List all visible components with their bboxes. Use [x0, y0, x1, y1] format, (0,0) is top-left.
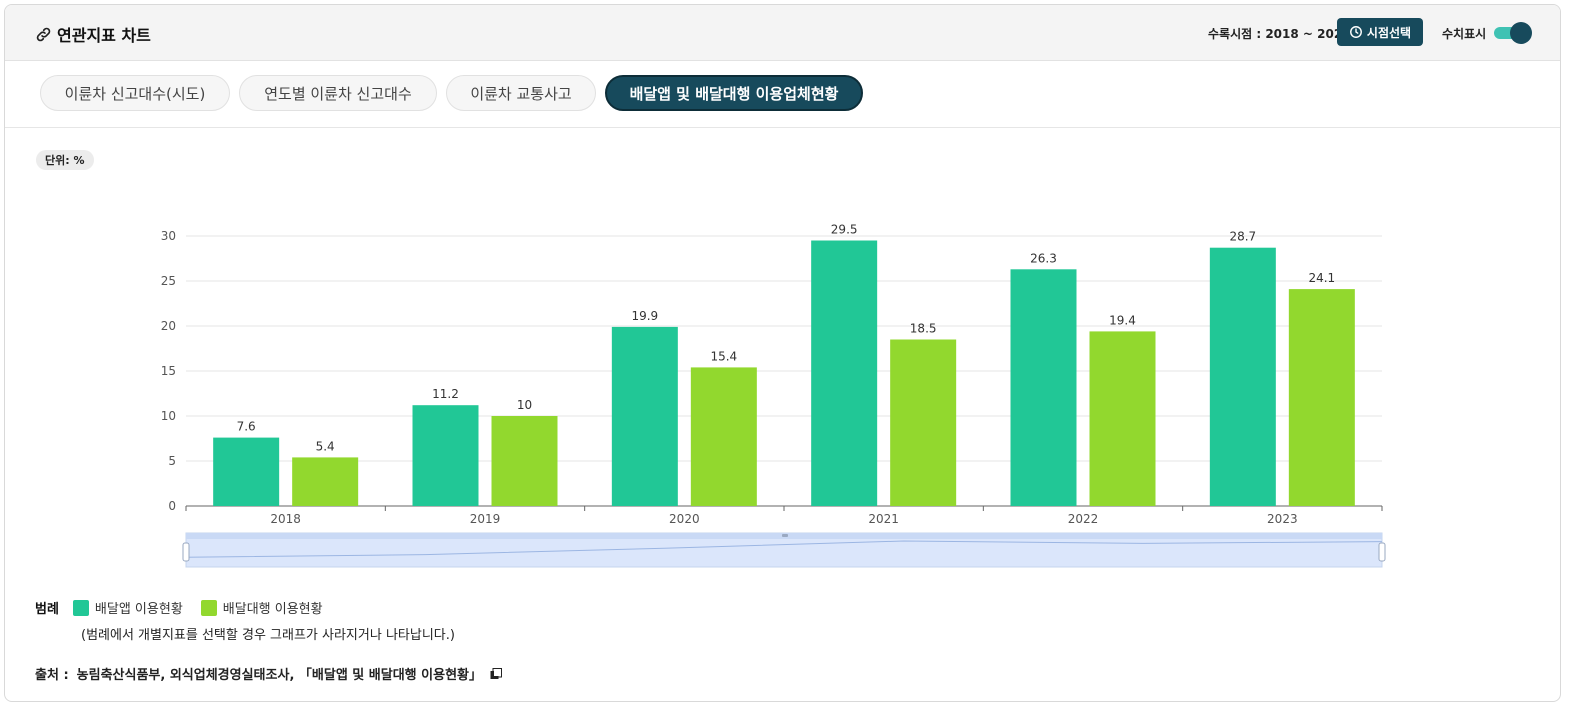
tab-motorcycle-registrations-region[interactable]: 이륜차 신고대수(시도) [40, 75, 230, 111]
data-label: 7.6 [237, 420, 256, 434]
unit-badge: 단위: % [36, 150, 94, 170]
source-label: 출처 : [35, 668, 69, 683]
bar-delivery-app[interactable] [611, 326, 678, 506]
bar-delivery-app[interactable] [1209, 247, 1276, 506]
legend-swatch-delivery-agency [200, 599, 217, 616]
link-icon [36, 27, 51, 41]
data-label: 18.5 [910, 322, 937, 336]
zoom-handle-left[interactable] [182, 542, 190, 562]
legend-label-delivery-agency: 배달대행 이용현황 [222, 602, 323, 617]
indicator-tabs: 이륜차 신고대수(시도) 연도별 이륜차 신고대수 이륜차 교통사고 배달앱 및… [5, 61, 1560, 128]
legend-item-delivery-agency[interactable]: 배달대행 이용현황 [200, 598, 323, 617]
data-label: 24.1 [1308, 271, 1335, 285]
y-tick-label: 5 [168, 454, 176, 468]
legend-item-delivery-app[interactable]: 배달앱 이용현황 [72, 598, 183, 617]
y-tick-label: 10 [161, 409, 176, 423]
data-label: 10 [517, 398, 532, 412]
period-label: 수록시점 : 2018 ~ 2023 [1208, 27, 1351, 41]
x-tick-label: 2019 [470, 512, 501, 526]
zoom-preview-line [185, 540, 1383, 558]
zoom-drag-handle[interactable] [782, 534, 788, 537]
value-display-toggle[interactable] [1494, 22, 1532, 44]
data-label: 28.7 [1229, 230, 1256, 244]
tab-delivery-app-usage[interactable]: 배달앱 및 배달대행 이용업체현황 [605, 75, 863, 111]
toggle-knob [1510, 22, 1532, 44]
data-label: 26.3 [1030, 251, 1057, 265]
data-label: 5.4 [316, 439, 335, 453]
bar-delivery-app[interactable] [1010, 269, 1077, 506]
y-tick-label: 15 [161, 364, 176, 378]
y-tick-label: 20 [161, 319, 176, 333]
x-tick-label: 2023 [1267, 512, 1298, 526]
data-label: 29.5 [831, 223, 858, 237]
bar-delivery-app[interactable] [213, 437, 280, 506]
panel-title: 연관지표 차트 [57, 26, 151, 45]
tab-motorcycle-registrations-yearly[interactable]: 연도별 이륜차 신고대수 [239, 75, 437, 111]
legend-swatch-delivery-app [72, 599, 89, 616]
y-tick-label: 0 [168, 499, 176, 513]
period-select-button[interactable]: 시점선택 [1337, 18, 1423, 46]
x-tick-label: 2020 [669, 512, 700, 526]
zoom-handle-right[interactable] [1378, 542, 1386, 562]
data-label: 15.4 [710, 349, 737, 363]
period-select-label: 시점선택 [1366, 25, 1412, 40]
tab-motorcycle-accidents[interactable]: 이륜차 교통사고 [446, 75, 596, 111]
bar-delivery-agency[interactable] [491, 416, 558, 506]
bar-delivery-agency[interactable] [292, 457, 359, 506]
legend-label-delivery-app: 배달앱 이용현황 [94, 602, 183, 617]
legend-note: (범례에서 개별지표를 선택할 경우 그래프가 사라지거나 나타납니다.) [81, 628, 455, 643]
x-tick-label: 2022 [1068, 512, 1099, 526]
x-tick-label: 2021 [868, 512, 899, 526]
bar-delivery-app[interactable] [412, 405, 479, 506]
y-tick-label: 30 [161, 229, 176, 243]
legend-title: 범례 [35, 602, 59, 617]
bar-delivery-agency[interactable] [690, 367, 757, 506]
panel-header: 연관지표 차트 수록시점 : 2018 ~ 2023 시점선택 수치표시 [5, 5, 1560, 61]
source-text: 농림축산식품부, 외식업체경영실태조사, 「배달앱 및 배달대행 이용현황」 [76, 668, 483, 683]
value-display-label: 수치표시 [1442, 27, 1487, 41]
title-wrap: 연관지표 차트 [35, 22, 151, 46]
y-tick-label: 25 [161, 274, 176, 288]
bar-delivery-agency[interactable] [1089, 331, 1156, 506]
bar-delivery-agency[interactable] [1288, 289, 1355, 506]
source-row: 출처 : 농림축산식품부, 외식업체경영실태조사, 「배달앱 및 배달대행 이용… [35, 664, 503, 683]
bar-delivery-agency[interactable] [890, 339, 957, 507]
data-label: 19.4 [1109, 313, 1136, 327]
x-tick-label: 2018 [270, 512, 301, 526]
bar-delivery-app[interactable] [811, 240, 878, 507]
legend: 범례 배달앱 이용현황 배달대행 이용현황 [35, 598, 341, 617]
external-link-icon[interactable] [490, 667, 503, 680]
data-label: 19.9 [631, 309, 658, 323]
clock-icon [1349, 26, 1362, 38]
data-label: 11.2 [432, 387, 459, 401]
